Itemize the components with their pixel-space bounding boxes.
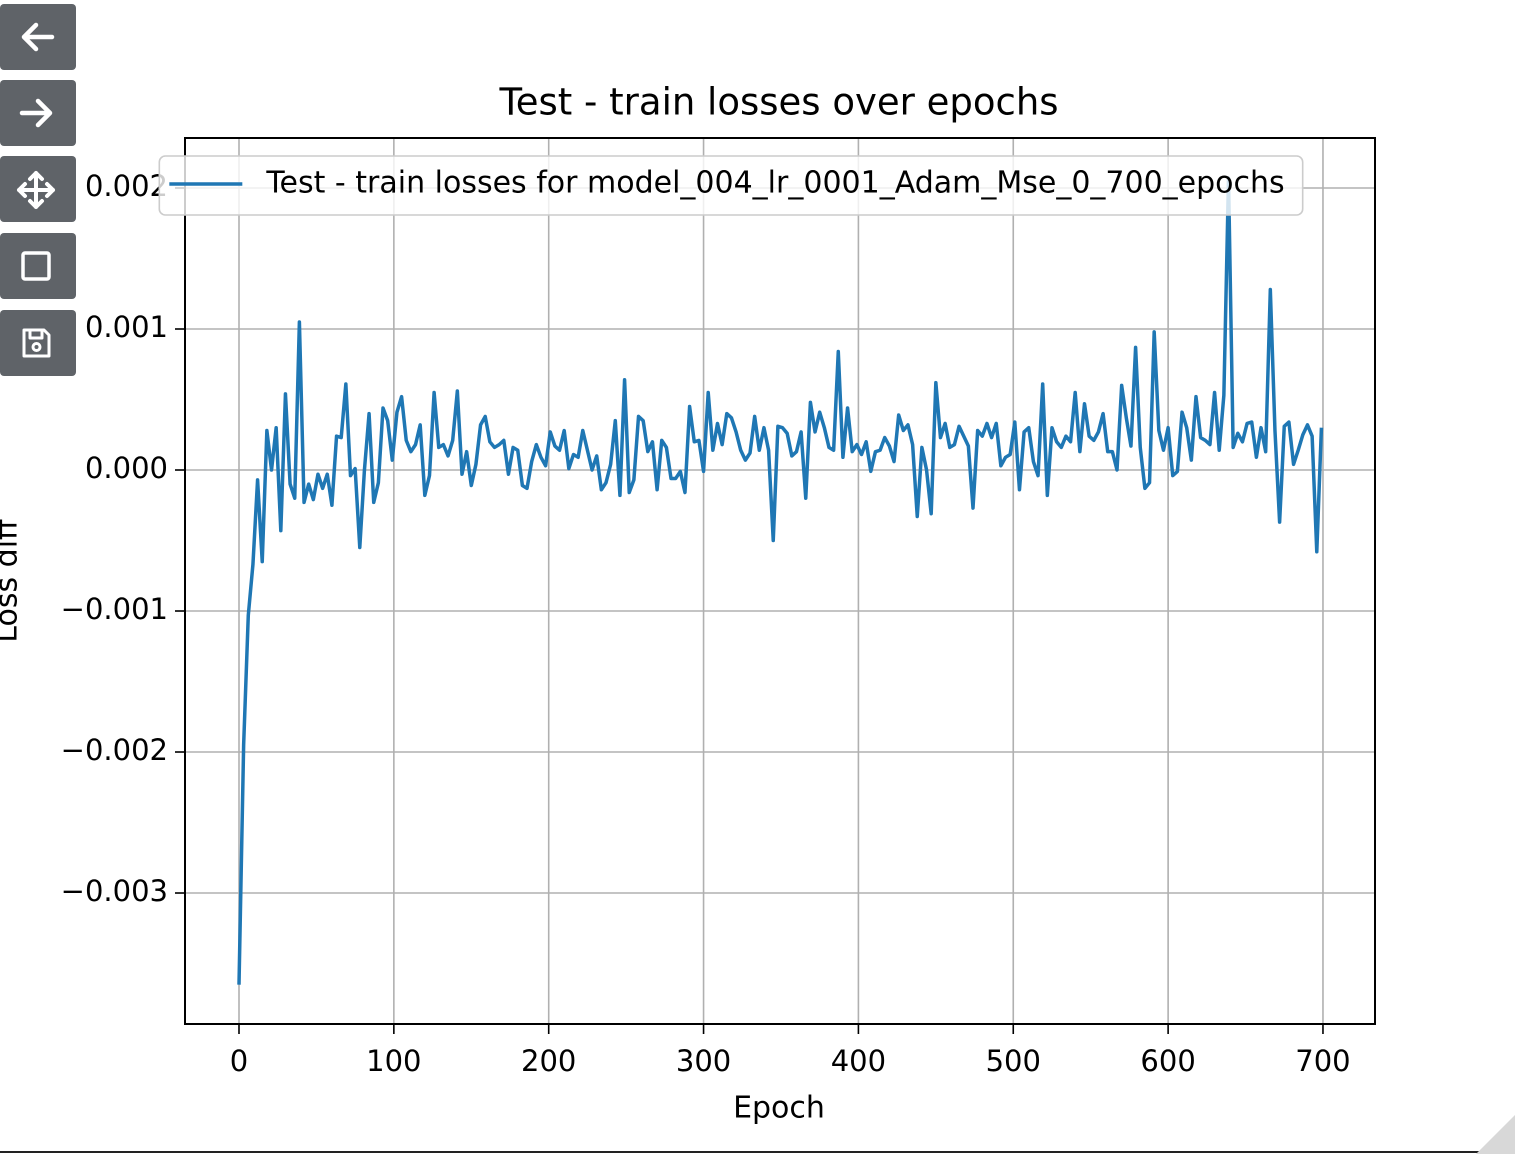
legend: Test - train losses for model_004_lr_000…	[158, 155, 1304, 216]
y-tick-label: 0.000	[85, 451, 168, 485]
axes-frame	[184, 137, 1376, 1025]
x-tick-label: 100	[366, 1044, 421, 1078]
plot-area	[237, 176, 1324, 985]
toolbar	[0, 4, 76, 376]
data-line	[237, 176, 1324, 985]
x-tick-label: 400	[831, 1044, 886, 1078]
chart-title: Test - train losses over epochs	[498, 81, 1058, 124]
x-tick-label: 300	[676, 1044, 731, 1078]
x-tick-label: 0	[230, 1044, 248, 1078]
x-tick-label: 200	[521, 1044, 576, 1078]
y-tick-label: −0.002	[61, 733, 168, 767]
pan-button[interactable]	[0, 156, 76, 222]
back-button[interactable]	[0, 4, 76, 70]
zoom-button[interactable]	[0, 233, 76, 299]
resize-grip[interactable]	[1476, 1115, 1515, 1154]
ticks: 0 100 200 300 400 500 600 700 −0.003 −0.002 −0.001…	[61, 169, 1351, 1078]
y-tick-label: 0.002	[85, 169, 168, 203]
y-tick-label: −0.003	[61, 874, 168, 908]
x-tick-label: 500	[986, 1044, 1041, 1078]
forward-button[interactable]	[0, 80, 76, 146]
x-tick-label: 700	[1295, 1044, 1350, 1078]
legend-label: Test - train losses for model_004_lr_000…	[265, 166, 1284, 201]
save-button[interactable]	[0, 310, 76, 376]
x-axis-label: Epoch	[733, 1091, 825, 1126]
y-axis-label: Loss diff	[0, 518, 25, 643]
y-tick-label: −0.001	[61, 592, 168, 626]
y-tick-label: 0.001	[85, 310, 168, 344]
legend-box	[158, 155, 1304, 216]
x-tick-label: 600	[1140, 1044, 1195, 1078]
